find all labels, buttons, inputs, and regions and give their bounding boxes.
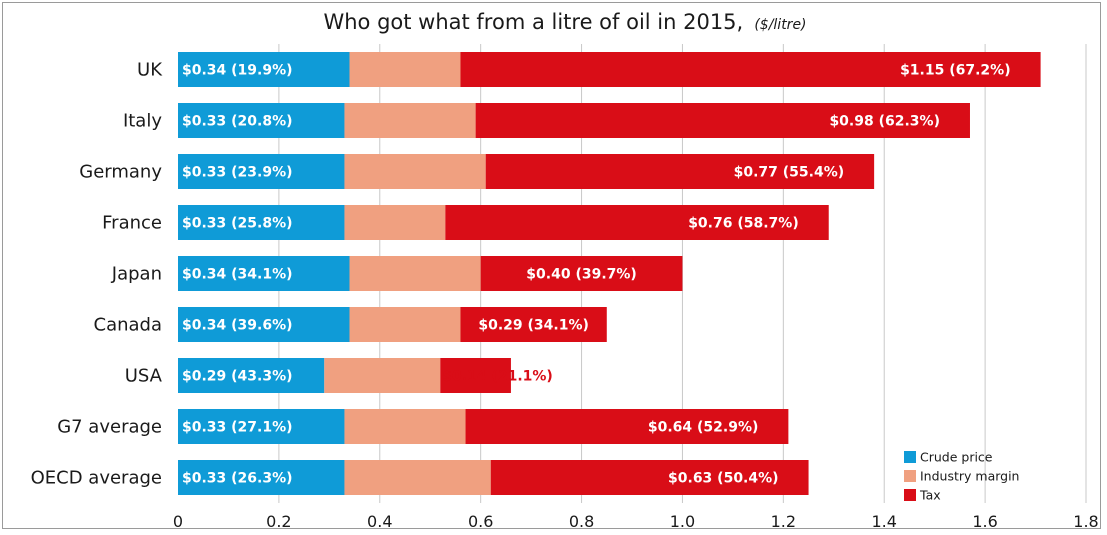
x-tick-label: 1.0 bbox=[670, 512, 695, 531]
data-label: $0.77 (55.4%) bbox=[734, 165, 845, 181]
bar-segment-industry-margin bbox=[344, 154, 486, 189]
data-label: $0.63 (50.4%) bbox=[668, 471, 779, 487]
x-tick-label: 0.4 bbox=[367, 512, 392, 531]
legend-label: Industry margin bbox=[920, 469, 1019, 484]
data-label: $0.29 (34.1%) bbox=[478, 318, 589, 334]
legend-swatch bbox=[904, 470, 916, 482]
category-label: Germany bbox=[79, 162, 162, 183]
bar-segment-crude-price bbox=[178, 460, 345, 495]
x-tick-label: 0.8 bbox=[569, 512, 594, 531]
data-label: $0.33 (27.1%) bbox=[182, 420, 293, 436]
bar-segment-industry-margin bbox=[349, 256, 481, 291]
bar-segment-crude-price bbox=[178, 205, 345, 240]
bar-segment-industry-margin bbox=[344, 460, 491, 495]
x-tick-label: 0.2 bbox=[266, 512, 291, 531]
bar-segment-tax bbox=[445, 205, 829, 240]
bars bbox=[178, 52, 1041, 495]
category-label: Japan bbox=[111, 264, 162, 285]
category-label: Canada bbox=[94, 315, 163, 336]
x-tick-label: 1.2 bbox=[771, 512, 796, 531]
chart-frame bbox=[2, 2, 1101, 529]
x-tick-label: 1.4 bbox=[871, 512, 896, 531]
bar-segment-crude-price bbox=[178, 154, 345, 189]
bar-segment-crude-price bbox=[178, 103, 345, 138]
data-label: $1.15 (67.2%) bbox=[900, 63, 1011, 79]
bar-segment-tax bbox=[460, 307, 607, 342]
bar-segment-tax bbox=[475, 103, 970, 138]
bar-segment-crude-price bbox=[178, 256, 350, 291]
bar-segment-tax bbox=[480, 256, 683, 291]
data-label: $0.33 (20.8%) bbox=[182, 114, 293, 130]
legend-swatch bbox=[904, 489, 916, 501]
bar-segment-industry-margin bbox=[349, 52, 461, 87]
bar-segment-tax bbox=[490, 460, 809, 495]
x-tick-label: 0.6 bbox=[468, 512, 493, 531]
bar-segment-crude-price bbox=[178, 52, 350, 87]
category-label: France bbox=[102, 213, 162, 234]
bar-segment-crude-price bbox=[178, 358, 325, 393]
x-axis-ticks: 0 0.2 0.4 0.6 0.8 1.0 1.2 1.4 1.6 1.8 bbox=[173, 512, 1099, 531]
legend-label: Crude price bbox=[920, 450, 993, 465]
chart-title-main: Who got what from a litre of oil in 2015… bbox=[323, 10, 743, 34]
category-label: USA bbox=[125, 366, 163, 387]
data-label: $0.64 (52.9%) bbox=[648, 420, 759, 436]
x-tick-label: 1.6 bbox=[972, 512, 997, 531]
data-label: $0.29 (43.3%) bbox=[182, 369, 293, 385]
bar-segment-industry-margin bbox=[344, 409, 466, 444]
data-label: $0.33 (23.9%) bbox=[182, 165, 293, 181]
data-label: $0.34 (19.9%) bbox=[182, 63, 293, 79]
legend-label: Tax bbox=[919, 488, 941, 503]
data-label: $0.40 (39.7%) bbox=[526, 267, 637, 283]
data-labels: $0.34 (19.9%) $1.15 (67.2%) $0.33 (20.8%) $… bbox=[182, 63, 1011, 487]
bar-segment-tax bbox=[485, 154, 875, 189]
data-label: $0.76 (58.7%) bbox=[688, 216, 799, 232]
data-label: $0.33 (26.3%) bbox=[182, 471, 293, 487]
category-label: Italy bbox=[123, 111, 162, 132]
bar-segment-industry-margin bbox=[344, 205, 446, 240]
chart-title: Who got what from a litre of oil in 2015… bbox=[323, 10, 806, 34]
bar-segment-tax bbox=[465, 409, 789, 444]
bar-segment-tax bbox=[460, 52, 1041, 87]
legend-swatch bbox=[904, 451, 916, 463]
bar-segment-crude-price bbox=[178, 409, 345, 444]
category-labels: UK Italy Germany France Japan Canada USA G7 ave… bbox=[31, 60, 164, 489]
bar-segment-industry-margin bbox=[324, 358, 441, 393]
bar-segment-industry-margin bbox=[349, 307, 461, 342]
data-label: $0.14 (21.1%) bbox=[442, 369, 553, 385]
bar-segment-industry-margin bbox=[344, 103, 476, 138]
category-label: UK bbox=[137, 60, 163, 81]
data-label: $0.98 (62.3%) bbox=[829, 114, 940, 130]
x-tick-label: 1.8 bbox=[1073, 512, 1098, 531]
x-tick-label: 0 bbox=[173, 512, 183, 531]
chart-title-unit: ($/litre) bbox=[754, 17, 806, 33]
category-label: G7 average bbox=[57, 417, 162, 438]
data-label: $0.34 (34.1%) bbox=[182, 267, 293, 283]
legend: Crude price Industry margin Tax bbox=[904, 450, 1019, 503]
data-label: $0.34 (39.6%) bbox=[182, 318, 293, 334]
bar-segment-crude-price bbox=[178, 307, 350, 342]
bar-segment-tax bbox=[440, 358, 511, 393]
category-label: OECD average bbox=[31, 468, 162, 489]
data-label: $0.33 (25.8%) bbox=[182, 216, 293, 232]
